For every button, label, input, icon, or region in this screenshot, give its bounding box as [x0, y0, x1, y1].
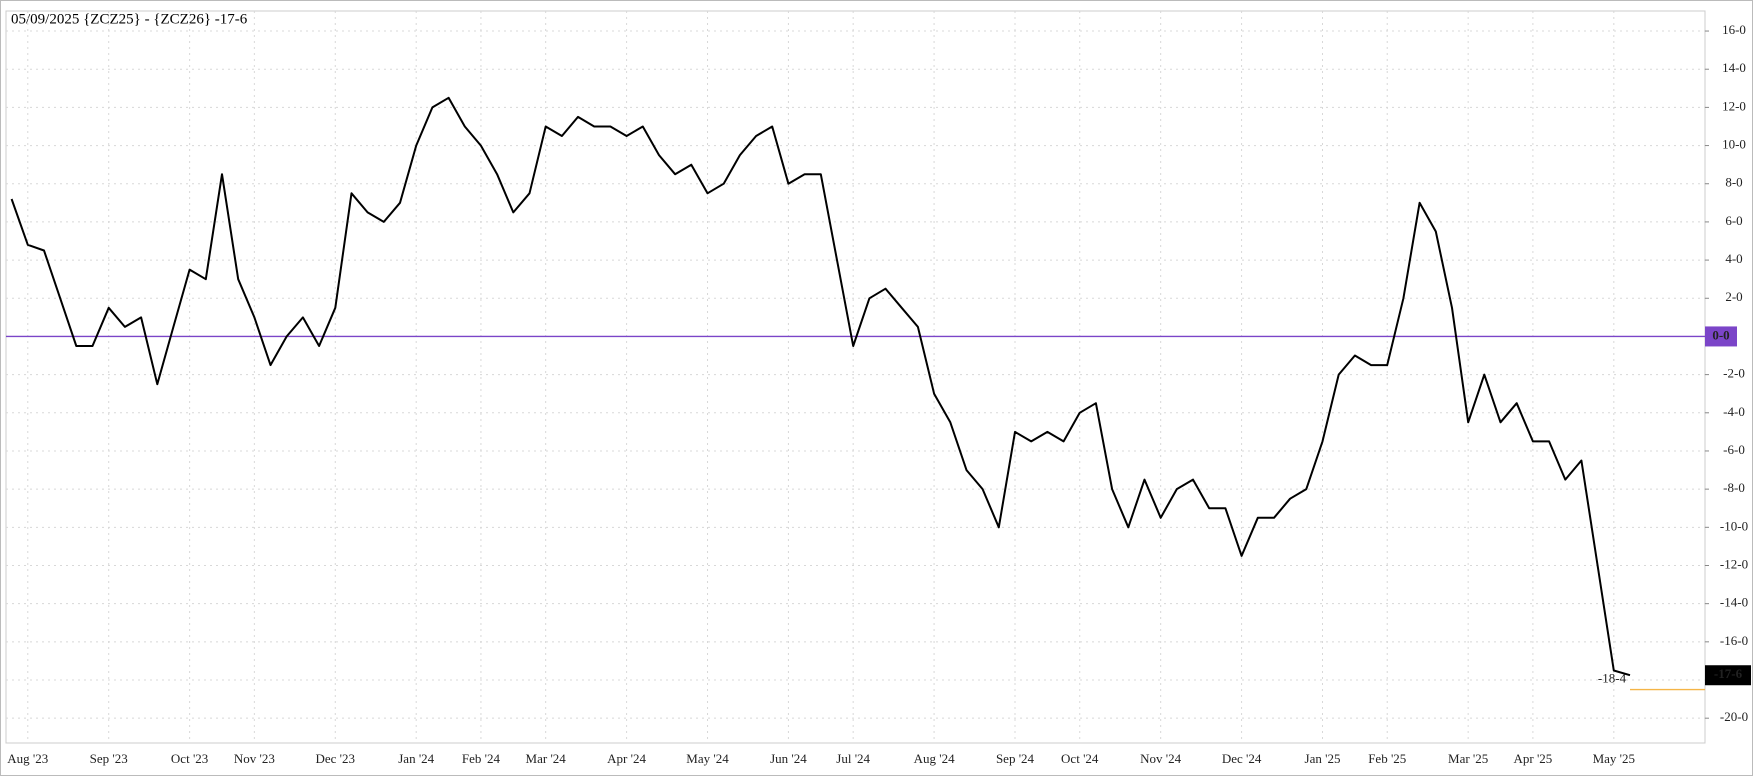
- y-tick-label: 16-0: [1722, 22, 1746, 37]
- low-label: -18-4: [1598, 671, 1627, 686]
- price-line: [10, 96, 1631, 677]
- y-tick-label: 4-0: [1725, 251, 1742, 266]
- y-tick-label: -6-0: [1723, 442, 1745, 457]
- x-tick-label: Oct '24: [1061, 751, 1099, 766]
- x-tick-label: Dec '23: [316, 751, 356, 766]
- x-tick-label: Sep '24: [996, 751, 1035, 766]
- y-tick-label: -2-0: [1723, 366, 1745, 381]
- y-tick-label: 12-0: [1722, 98, 1746, 113]
- chart-title: 05/09/2025 {ZCZ25} - {ZCZ26} -17-6: [11, 11, 248, 27]
- x-tick-label: Jul '24: [836, 751, 870, 766]
- x-tick-label: Oct '23: [171, 751, 208, 766]
- y-tick-label: -10-0: [1720, 518, 1748, 533]
- x-tick-label: Jun '24: [770, 751, 807, 766]
- y-tick-label: -8-0: [1723, 480, 1745, 495]
- y-tick-label: 8-0: [1725, 175, 1742, 190]
- y-tick-label: -14-0: [1720, 595, 1748, 610]
- x-tick-label: Mar '25: [1448, 751, 1488, 766]
- x-tick-label: Apr '25: [1513, 751, 1552, 766]
- y-tick-label: -4-0: [1723, 404, 1745, 419]
- x-tick-label: May '25: [1593, 751, 1635, 766]
- y-tick-label: 6-0: [1725, 213, 1742, 228]
- value-badge: [1705, 326, 1737, 347]
- x-tick-label: Dec '24: [1222, 751, 1262, 766]
- y-tick-label: -20-0: [1720, 709, 1748, 724]
- x-tick-label: Nov '23: [234, 751, 275, 766]
- y-tick-label: -16-0: [1720, 633, 1748, 648]
- y-tick-label: 2-0: [1725, 289, 1742, 304]
- plot-area: [5, 10, 1706, 744]
- x-tick-label: Nov '24: [1140, 751, 1181, 766]
- badge-label: 0-0: [1712, 327, 1729, 342]
- x-tick-label: Jan '24: [398, 751, 434, 766]
- x-tick-label: May '24: [686, 751, 729, 766]
- value-badge: [1705, 665, 1751, 686]
- x-tick-label: Jan '25: [1305, 751, 1341, 766]
- y-tick-label: 10-0: [1722, 137, 1746, 152]
- x-tick-label: Mar '24: [526, 751, 567, 766]
- x-tick-label: Aug '24: [914, 751, 955, 766]
- x-tick-label: Aug '23: [7, 751, 48, 766]
- x-tick-label: Feb '24: [462, 751, 501, 766]
- x-tick-label: Feb '25: [1368, 751, 1406, 766]
- badge-label: -17-6: [1714, 666, 1743, 681]
- x-tick-label: Sep '23: [90, 751, 128, 766]
- x-tick-label: Apr '24: [607, 751, 646, 766]
- y-tick-label: -12-0: [1720, 556, 1748, 571]
- y-tick-label: 14-0: [1722, 60, 1746, 75]
